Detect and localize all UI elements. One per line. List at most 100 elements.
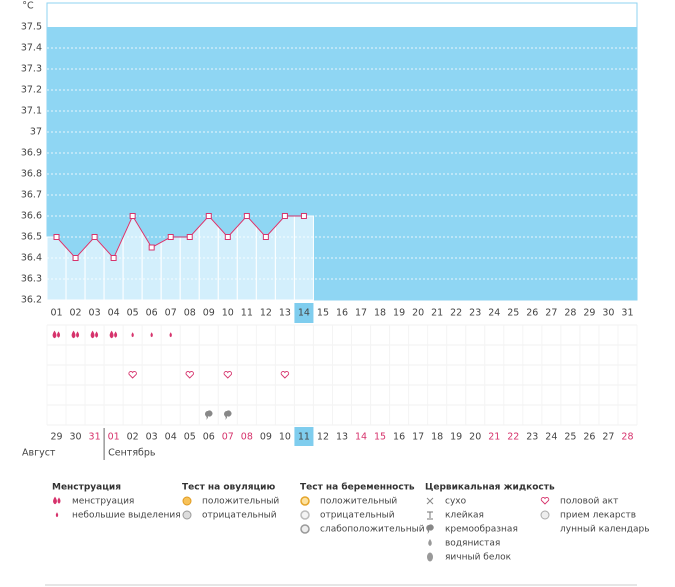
y-tick-label: 37.5 xyxy=(21,22,42,33)
current-day-box xyxy=(294,303,314,323)
y-tick-label: 36.7 xyxy=(21,190,42,201)
month-label: Август xyxy=(22,448,56,459)
cycle-day-label: 04 xyxy=(108,308,120,319)
creamy-icon xyxy=(426,524,434,534)
drop-icon xyxy=(52,330,57,339)
date-label: 21 xyxy=(488,432,500,443)
cycle-day-label: 03 xyxy=(89,308,101,319)
legend-label: менструация xyxy=(72,497,134,507)
cycle-day-label: 25 xyxy=(507,308,519,319)
y-tick-label: 36.4 xyxy=(21,253,42,264)
date-label: 03 xyxy=(146,432,158,443)
y-tick-label: 36.6 xyxy=(21,211,42,222)
cycle-day-label: 28 xyxy=(564,308,576,319)
cycle-day-label: 11 xyxy=(241,308,253,319)
cycle-day-label: 14 xyxy=(298,308,310,319)
drop-icon xyxy=(90,330,95,339)
drop-icon xyxy=(55,512,59,518)
pill-icon xyxy=(540,510,550,520)
temperature-line xyxy=(56,214,304,259)
date-label: 18 xyxy=(431,432,443,443)
legend-label: положительный xyxy=(202,497,279,507)
date-label: 28 xyxy=(621,432,633,443)
temperature-point xyxy=(205,213,212,219)
cycle-day-label: 22 xyxy=(450,308,462,319)
moon-icon xyxy=(541,524,546,534)
date-label: 29 xyxy=(50,432,62,443)
drop-icon xyxy=(131,332,134,338)
date-label: 02 xyxy=(127,432,139,443)
cycle-day-label: 06 xyxy=(146,308,158,319)
temperature-point xyxy=(167,234,174,240)
date-label: 22 xyxy=(507,432,519,443)
drop-icon xyxy=(95,331,99,338)
dry-icon xyxy=(426,497,434,505)
heart-icon xyxy=(128,371,137,379)
date-label: 04 xyxy=(165,432,177,443)
cycle-day-label: 13 xyxy=(279,308,291,319)
legend-label: половой акт xyxy=(560,497,618,507)
drop-icon xyxy=(150,332,153,338)
temperature-point xyxy=(186,234,193,240)
date-label: 24 xyxy=(545,432,557,443)
y-tick-label: 36.2 xyxy=(21,295,42,306)
y-tick-label: 37.1 xyxy=(21,106,42,117)
legend-label: клейкая xyxy=(445,511,484,521)
legend-title: Менструация xyxy=(52,483,121,493)
date-label: 15 xyxy=(374,432,386,443)
date-label: 07 xyxy=(222,432,234,443)
date-label: 11 xyxy=(298,432,310,443)
legend-label: водянистая xyxy=(445,539,500,549)
y-tick-label: 37.2 xyxy=(21,85,42,96)
legend-label: положительный xyxy=(320,497,397,507)
y-tick-label: 36.9 xyxy=(21,148,42,159)
drop-icon xyxy=(71,330,76,339)
cycle-day-label: 17 xyxy=(355,308,367,319)
date-label: 05 xyxy=(184,432,196,443)
temperature-point xyxy=(91,234,98,240)
legend-title: Тест на беременность xyxy=(300,482,415,493)
date-label: 09 xyxy=(260,432,272,443)
ovulation-negative-icon xyxy=(182,510,192,520)
area-column xyxy=(46,236,67,301)
date-label: 23 xyxy=(526,432,538,443)
creamy-icon xyxy=(224,410,232,420)
unit-label: °C xyxy=(22,1,34,12)
y-tick-label: 36.5 xyxy=(21,232,42,243)
cycle-day-label: 24 xyxy=(488,308,500,319)
drop-icon xyxy=(53,496,57,505)
drop-icon xyxy=(109,330,114,339)
legend-label: слабоположительный xyxy=(320,525,425,535)
legend-label: отрицательный xyxy=(202,511,277,521)
temperature-point xyxy=(243,213,250,219)
date-label: 01 xyxy=(108,432,120,443)
cycle-day-label: 05 xyxy=(127,308,139,319)
temperature-point xyxy=(224,234,231,240)
cycle-day-label: 08 xyxy=(184,308,196,319)
y-tick-label: 37.4 xyxy=(21,43,42,54)
temperature-point xyxy=(72,255,79,261)
legend-title: Тест на овуляцию xyxy=(182,483,275,493)
y-tick-label: 37 xyxy=(30,127,42,138)
date-label: 20 xyxy=(469,432,481,443)
legend-label: сухо xyxy=(445,497,467,507)
y-tick-label: 37.3 xyxy=(21,64,42,75)
date-label: 13 xyxy=(336,432,348,443)
date-label: 31 xyxy=(89,432,101,443)
legend-label: яичный белок xyxy=(445,553,512,563)
date-label: 14 xyxy=(355,432,367,443)
temperature-point xyxy=(53,234,60,240)
date-label: 26 xyxy=(583,432,595,443)
heart-icon xyxy=(540,497,550,505)
drop-icon xyxy=(75,331,80,338)
temperature-point xyxy=(110,255,117,261)
date-label: 08 xyxy=(241,432,253,443)
cycle-day-label: 23 xyxy=(469,308,481,319)
cycle-day-label: 29 xyxy=(583,308,595,319)
temperature-point xyxy=(148,244,155,251)
cycle-day-label: 02 xyxy=(70,308,82,319)
legend-title: Цервикальная жидкость xyxy=(425,483,555,493)
cycle-day-label: 27 xyxy=(545,308,557,319)
drop-icon xyxy=(428,539,432,546)
